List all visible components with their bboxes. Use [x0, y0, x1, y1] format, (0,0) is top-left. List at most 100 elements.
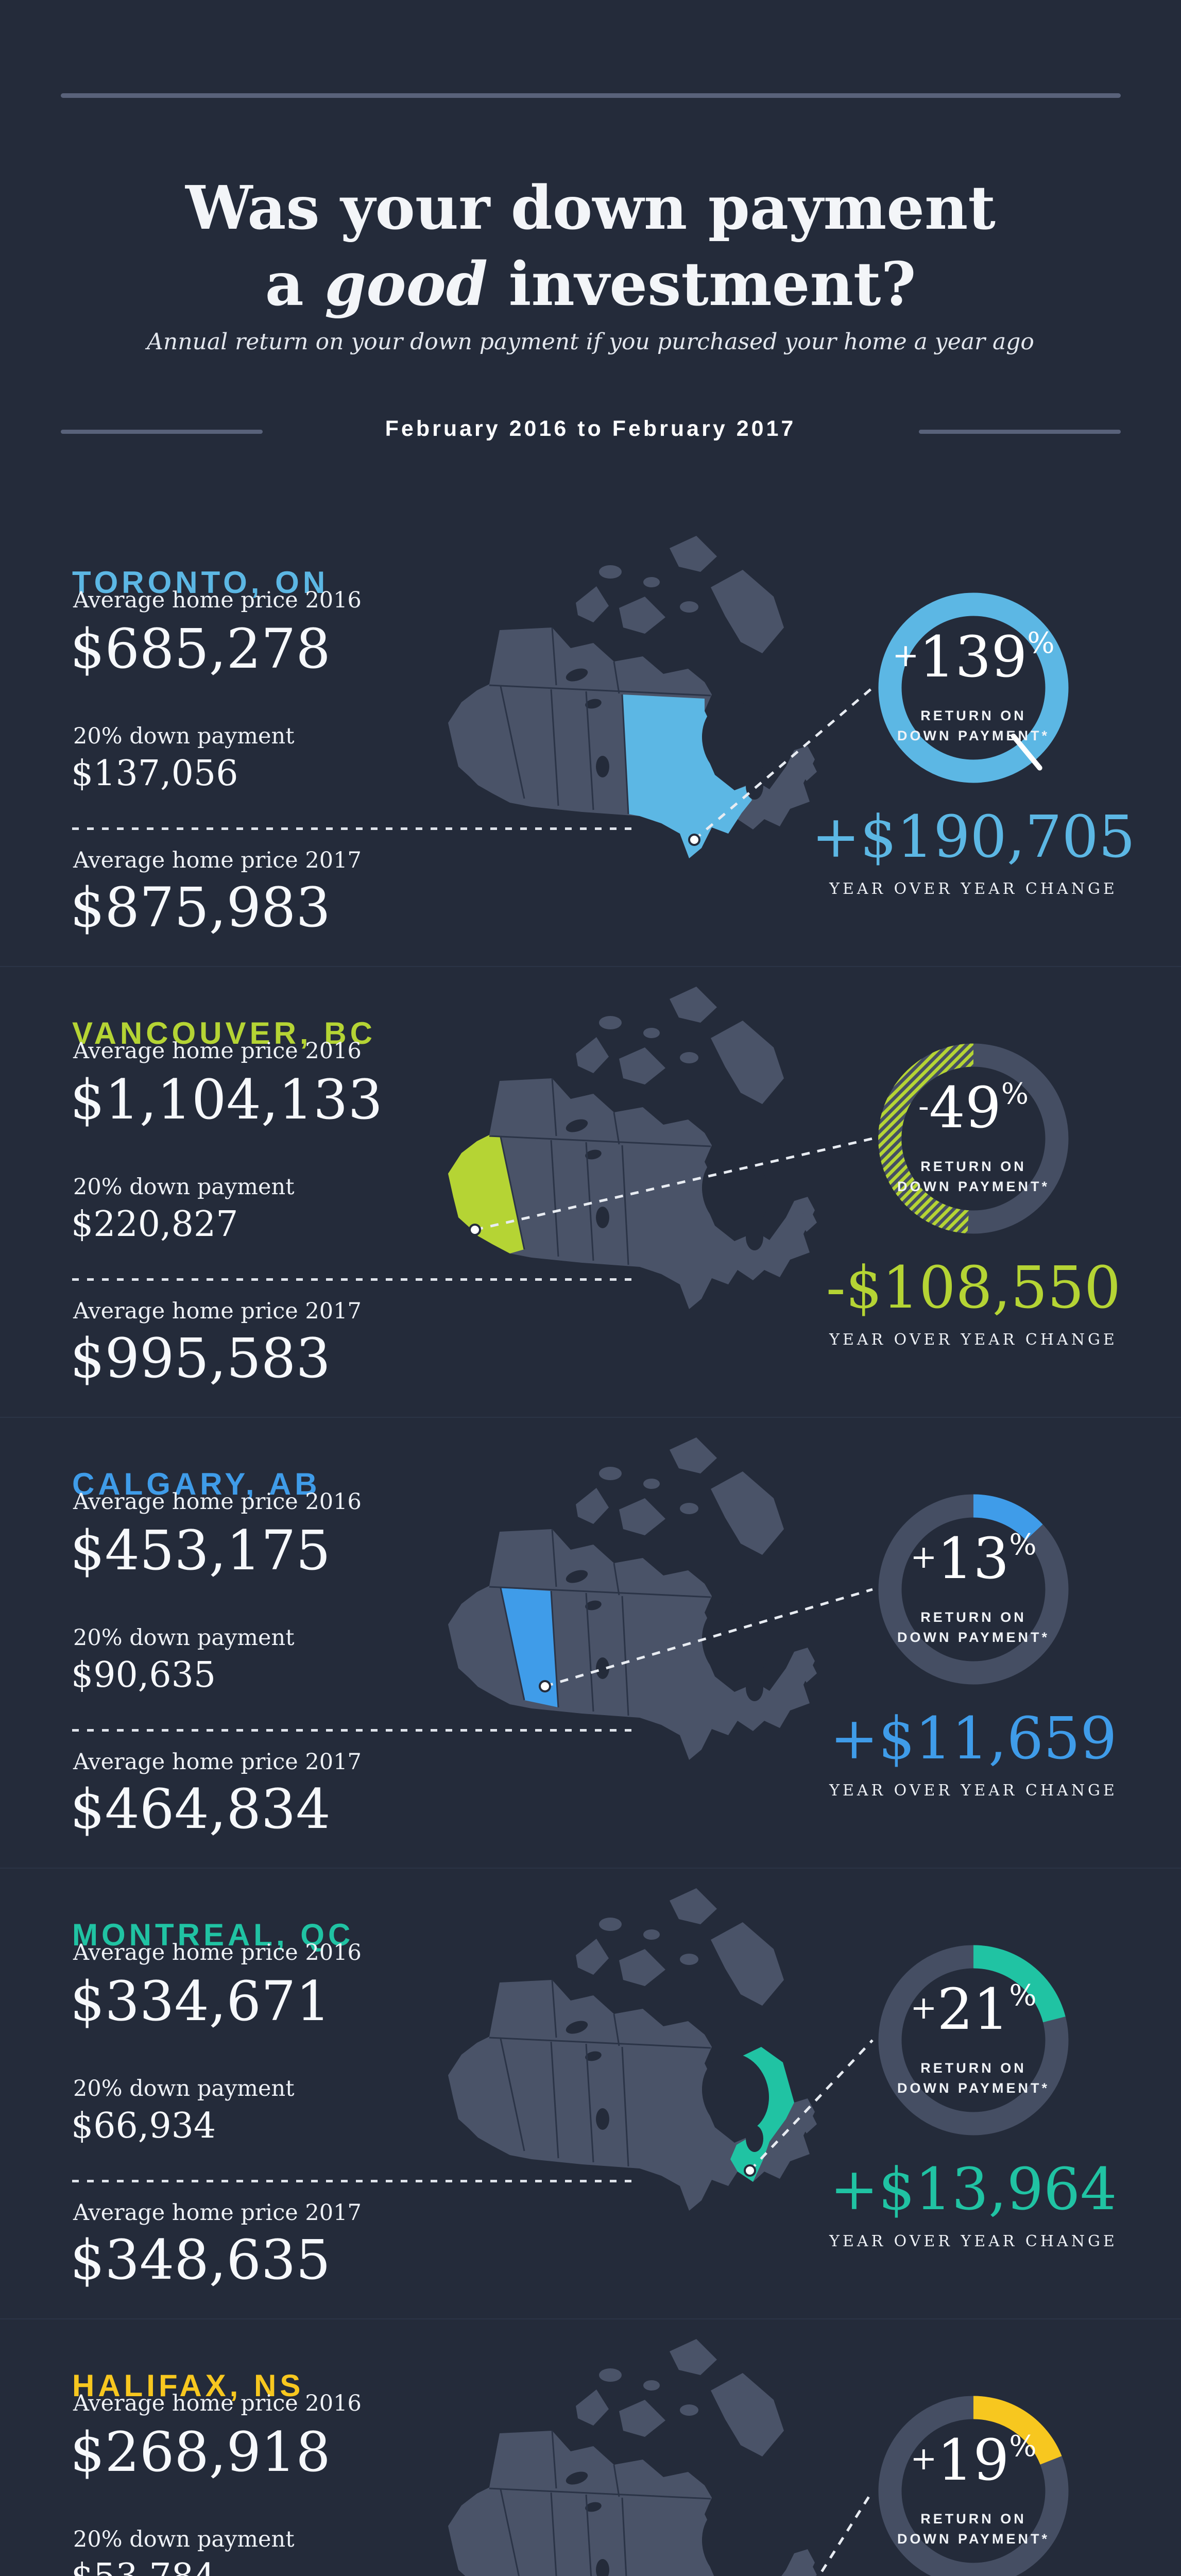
avg-price-2017-label: Average home price 2017 — [73, 1749, 362, 1775]
connector-dashed-line — [749, 2039, 874, 2172]
canada-map — [448, 1437, 873, 1760]
yoy-change-value: +$190,705 — [811, 804, 1136, 871]
section-vancouver: VANCOUVER, BC Average home price 2016 $1… — [0, 966, 1181, 1417]
pct-number: 19 — [937, 2427, 1009, 2493]
donut-ring — [878, 2396, 1069, 2576]
return-label-line1: RETURN ON — [920, 2060, 1026, 2076]
pct-symbol: % — [1009, 2430, 1037, 2463]
return-label-line2: DOWN PAYMENT* — [897, 2080, 1050, 2096]
pct-sign: + — [910, 1989, 937, 2026]
avg-price-2016-value: $685,278 — [70, 617, 331, 681]
ring-arc — [973, 1945, 1066, 2023]
return-gauge: +139% RETURN ON DOWN PAYMENT* — [863, 577, 1084, 799]
connector-dashed-line — [693, 687, 874, 841]
yoy-change-label: YEAR OVER YEAR CHANGE — [829, 2232, 1118, 2250]
return-label-line1: RETURN ON — [920, 1609, 1026, 1625]
return-label-line2: DOWN PAYMENT* — [897, 1179, 1050, 1195]
ring-overflow-tick — [1011, 733, 1042, 771]
pct-sign: + — [910, 1538, 937, 1575]
pct-number: 13 — [937, 1526, 1009, 1591]
down-payment-label: 20% down payment — [73, 1174, 295, 1200]
ring-track — [878, 592, 1069, 783]
pct-sign: + — [892, 636, 919, 674]
avg-price-2017-label: Average home price 2017 — [73, 2200, 362, 2226]
avg-price-2017-value: $348,635 — [70, 2228, 331, 2292]
canada-map — [448, 1888, 874, 2211]
ring-arc — [973, 1494, 1043, 1540]
avg-price-2016-label: Average home price 2016 — [73, 1489, 362, 1515]
return-label-line2: DOWN PAYMENT* — [897, 728, 1050, 744]
donut-ring — [878, 1945, 1069, 2136]
city-heading: VANCOUVER, BC — [72, 1015, 376, 1050]
title-line2-pre: a — [265, 249, 325, 320]
date-range: February 2016 to February 2017 — [385, 416, 796, 441]
date-rule-left — [61, 430, 263, 434]
return-percentage: +139% — [863, 629, 1084, 685]
return-gauge: +21% RETURN ON DOWN PAYMENT* — [863, 1929, 1084, 2151]
return-label-line2: DOWN PAYMENT* — [897, 1630, 1050, 1646]
section-montreal: MONTREAL, QC Average home price 2016 $33… — [0, 1868, 1181, 2318]
avg-price-2016-label: Average home price 2016 — [73, 1940, 362, 1965]
city-marker-dot — [469, 1224, 481, 1236]
avg-price-2017-label: Average home price 2017 — [73, 1298, 362, 1324]
return-label-line2: DOWN PAYMENT* — [897, 2531, 1050, 2547]
canada-map — [448, 536, 874, 858]
down-payment-value: $137,056 — [71, 753, 238, 794]
down-payment-label: 20% down payment — [73, 2076, 295, 2102]
down-payment-label: 20% down payment — [73, 723, 295, 749]
province-highlight-bc — [448, 1135, 524, 1253]
dashed-separator — [72, 1278, 636, 1281]
return-label: RETURN ON DOWN PAYMENT* — [863, 2058, 1084, 2098]
section-toronto: TORONTO, ON Average home price 2016 $685… — [0, 515, 1181, 966]
avg-price-2016-label: Average home price 2016 — [73, 1038, 362, 1064]
avg-price-2016-value: $268,918 — [70, 2420, 331, 2484]
down-payment-value: $66,934 — [71, 2106, 216, 2146]
province-highlight-alberta — [501, 1588, 558, 1707]
yoy-change-label: YEAR OVER YEAR CHANGE — [829, 880, 1118, 898]
avg-price-2016-value: $453,175 — [70, 1519, 331, 1582]
return-gauge: -49% RETURN ON DOWN PAYMENT* — [863, 1028, 1084, 1249]
pct-symbol: % — [1027, 626, 1055, 660]
top-divider-rule — [61, 93, 1121, 98]
avg-price-2016-value: $334,671 — [70, 1970, 331, 2033]
donut-ring — [878, 1043, 1069, 1234]
city-marker-dot — [744, 2164, 756, 2177]
city-sections: TORONTO, ON Average home price 2016 $685… — [0, 515, 1181, 2576]
down-payment-label: 20% down payment — [73, 2527, 295, 2552]
pct-symbol: % — [1001, 1077, 1029, 1111]
page-title: Was your down payment a good investment? — [0, 170, 1181, 323]
pct-symbol: % — [1009, 1528, 1037, 1562]
avg-price-2016-value: $1,104,133 — [70, 1068, 383, 1131]
yoy-change-value: -$108,550 — [826, 1255, 1121, 1321]
pct-sign: - — [918, 1087, 929, 1125]
section-calgary: CALGARY, AB Average home price 2016 $453… — [0, 1417, 1181, 1868]
donut-ring — [878, 1494, 1069, 1685]
return-label: RETURN ON DOWN PAYMENT* — [863, 2509, 1084, 2549]
avg-price-2017-value: $875,983 — [70, 876, 331, 939]
dashed-separator — [72, 2180, 636, 2182]
down-payment-value: $220,827 — [71, 1204, 238, 1245]
city-heading: HALIFAX, NS — [72, 2368, 304, 2403]
title-line2-post: investment? — [488, 249, 916, 320]
connector-dashed-line — [817, 2490, 874, 2576]
avg-price-2016-label: Average home price 2016 — [73, 587, 362, 613]
date-rule-right — [919, 430, 1121, 434]
pct-symbol: % — [1009, 1979, 1037, 2012]
avg-price-2017-label: Average home price 2017 — [73, 848, 362, 873]
canada-map — [448, 2339, 874, 2576]
canada-map — [448, 987, 873, 1309]
down-payment-value: $90,635 — [71, 1655, 216, 1696]
return-label: RETURN ON DOWN PAYMENT* — [863, 1157, 1084, 1197]
return-label: RETURN ON DOWN PAYMENT* — [863, 1607, 1084, 1648]
subtitle: Annual return on your down payment if yo… — [147, 329, 1034, 355]
title-emphasis: good — [324, 249, 488, 320]
dashed-separator — [72, 827, 636, 830]
return-gauge: +19% RETURN ON DOWN PAYMENT* — [863, 2380, 1084, 2576]
avg-price-2017-value: $995,583 — [70, 1327, 331, 1390]
pct-number: 21 — [937, 1976, 1009, 2042]
return-percentage: +19% — [863, 2432, 1084, 2488]
dashed-separator — [72, 1729, 636, 1732]
donut-ring — [878, 592, 1069, 783]
ring-arc — [973, 2396, 1062, 2465]
